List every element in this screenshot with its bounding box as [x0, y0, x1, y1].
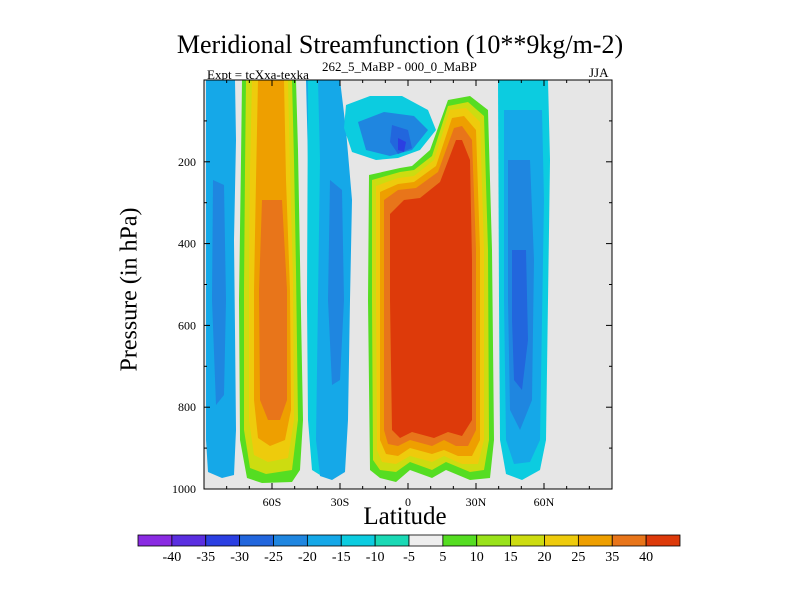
colorbar-label: 35	[605, 550, 619, 565]
x-tick-label: 30N	[466, 495, 487, 509]
colorbar-swatch	[577, 534, 613, 547]
cell-hadley-core	[390, 140, 472, 438]
colorbar-label: 5	[439, 550, 446, 565]
cell-midlat-cyan	[307, 80, 320, 475]
contour-field	[206, 80, 550, 483]
axes: 60S 30S 0 30N 60N 200 400 600 800 1000	[172, 80, 612, 509]
colorbar-swatch	[645, 534, 681, 547]
y-tick-label: 200	[178, 155, 196, 169]
x-tick-label: 30S	[331, 495, 350, 509]
x-tick-label: 60N	[534, 495, 555, 509]
x-axis-label: Latitude	[363, 503, 447, 530]
colorbar-label: 40	[639, 550, 653, 565]
colorbar-swatch	[544, 534, 579, 547]
chart-title: Meridional Streamfunction (10**9kg/m-2)	[176, 30, 624, 59]
season-label: JJA	[589, 65, 609, 80]
colorbar-swatch	[239, 534, 274, 547]
colorbar-swatch	[374, 534, 410, 547]
colorbar-label: -5	[403, 550, 415, 565]
colorbar-label: -40	[163, 550, 182, 565]
x-tick-label: 60S	[263, 495, 282, 509]
y-tick-label: 800	[178, 400, 196, 414]
colorbar-label: -35	[196, 550, 215, 565]
cell-nh-deep-blue	[512, 250, 528, 390]
colorbar-swatch	[442, 534, 478, 547]
cell-midlat-deep-blue	[328, 180, 344, 385]
colorbar-label: 20	[538, 550, 552, 565]
colorbar-swatch	[171, 534, 207, 547]
experiment-label: Expt = tcXxa-texka	[207, 67, 309, 82]
colorbar-swatch	[137, 534, 173, 547]
x-tick-label: 0	[405, 495, 411, 509]
colorbar-label: 25	[571, 550, 585, 565]
colorbar-swatch	[408, 534, 444, 547]
colorbar-swatch	[273, 534, 308, 547]
colorbar-swatch	[611, 534, 647, 547]
colorbar-label: -20	[298, 550, 317, 565]
colorbar-label: -10	[366, 550, 385, 565]
y-tick-label: 600	[178, 318, 196, 332]
y-tick-label: 1000	[172, 482, 196, 496]
colorbar-swatch	[476, 534, 512, 547]
colorbar-label: 15	[504, 550, 518, 565]
colorbar: -40 -35 -30 -25 -20 -15 -10 -5 5 10 15 20 25 35 40	[137, 534, 681, 565]
cell-sh-inner-blue	[212, 180, 226, 405]
colorbar-label: 10	[470, 550, 484, 565]
cell-upper-core	[398, 138, 406, 152]
colorbar-swatch	[306, 534, 342, 547]
colorbar-swatch	[510, 534, 545, 547]
y-tick-label: 400	[178, 237, 196, 251]
cell-sh-positive-darkorange	[259, 200, 287, 420]
colorbar-label: -15	[332, 550, 351, 565]
colorbar-label: -30	[230, 550, 249, 565]
colorbar-label: -25	[264, 550, 283, 565]
period-label: 262_5_MaBP - 000_0_MaBP	[322, 59, 477, 74]
colorbar-swatch	[205, 534, 241, 547]
colorbar-swatch	[340, 534, 376, 547]
